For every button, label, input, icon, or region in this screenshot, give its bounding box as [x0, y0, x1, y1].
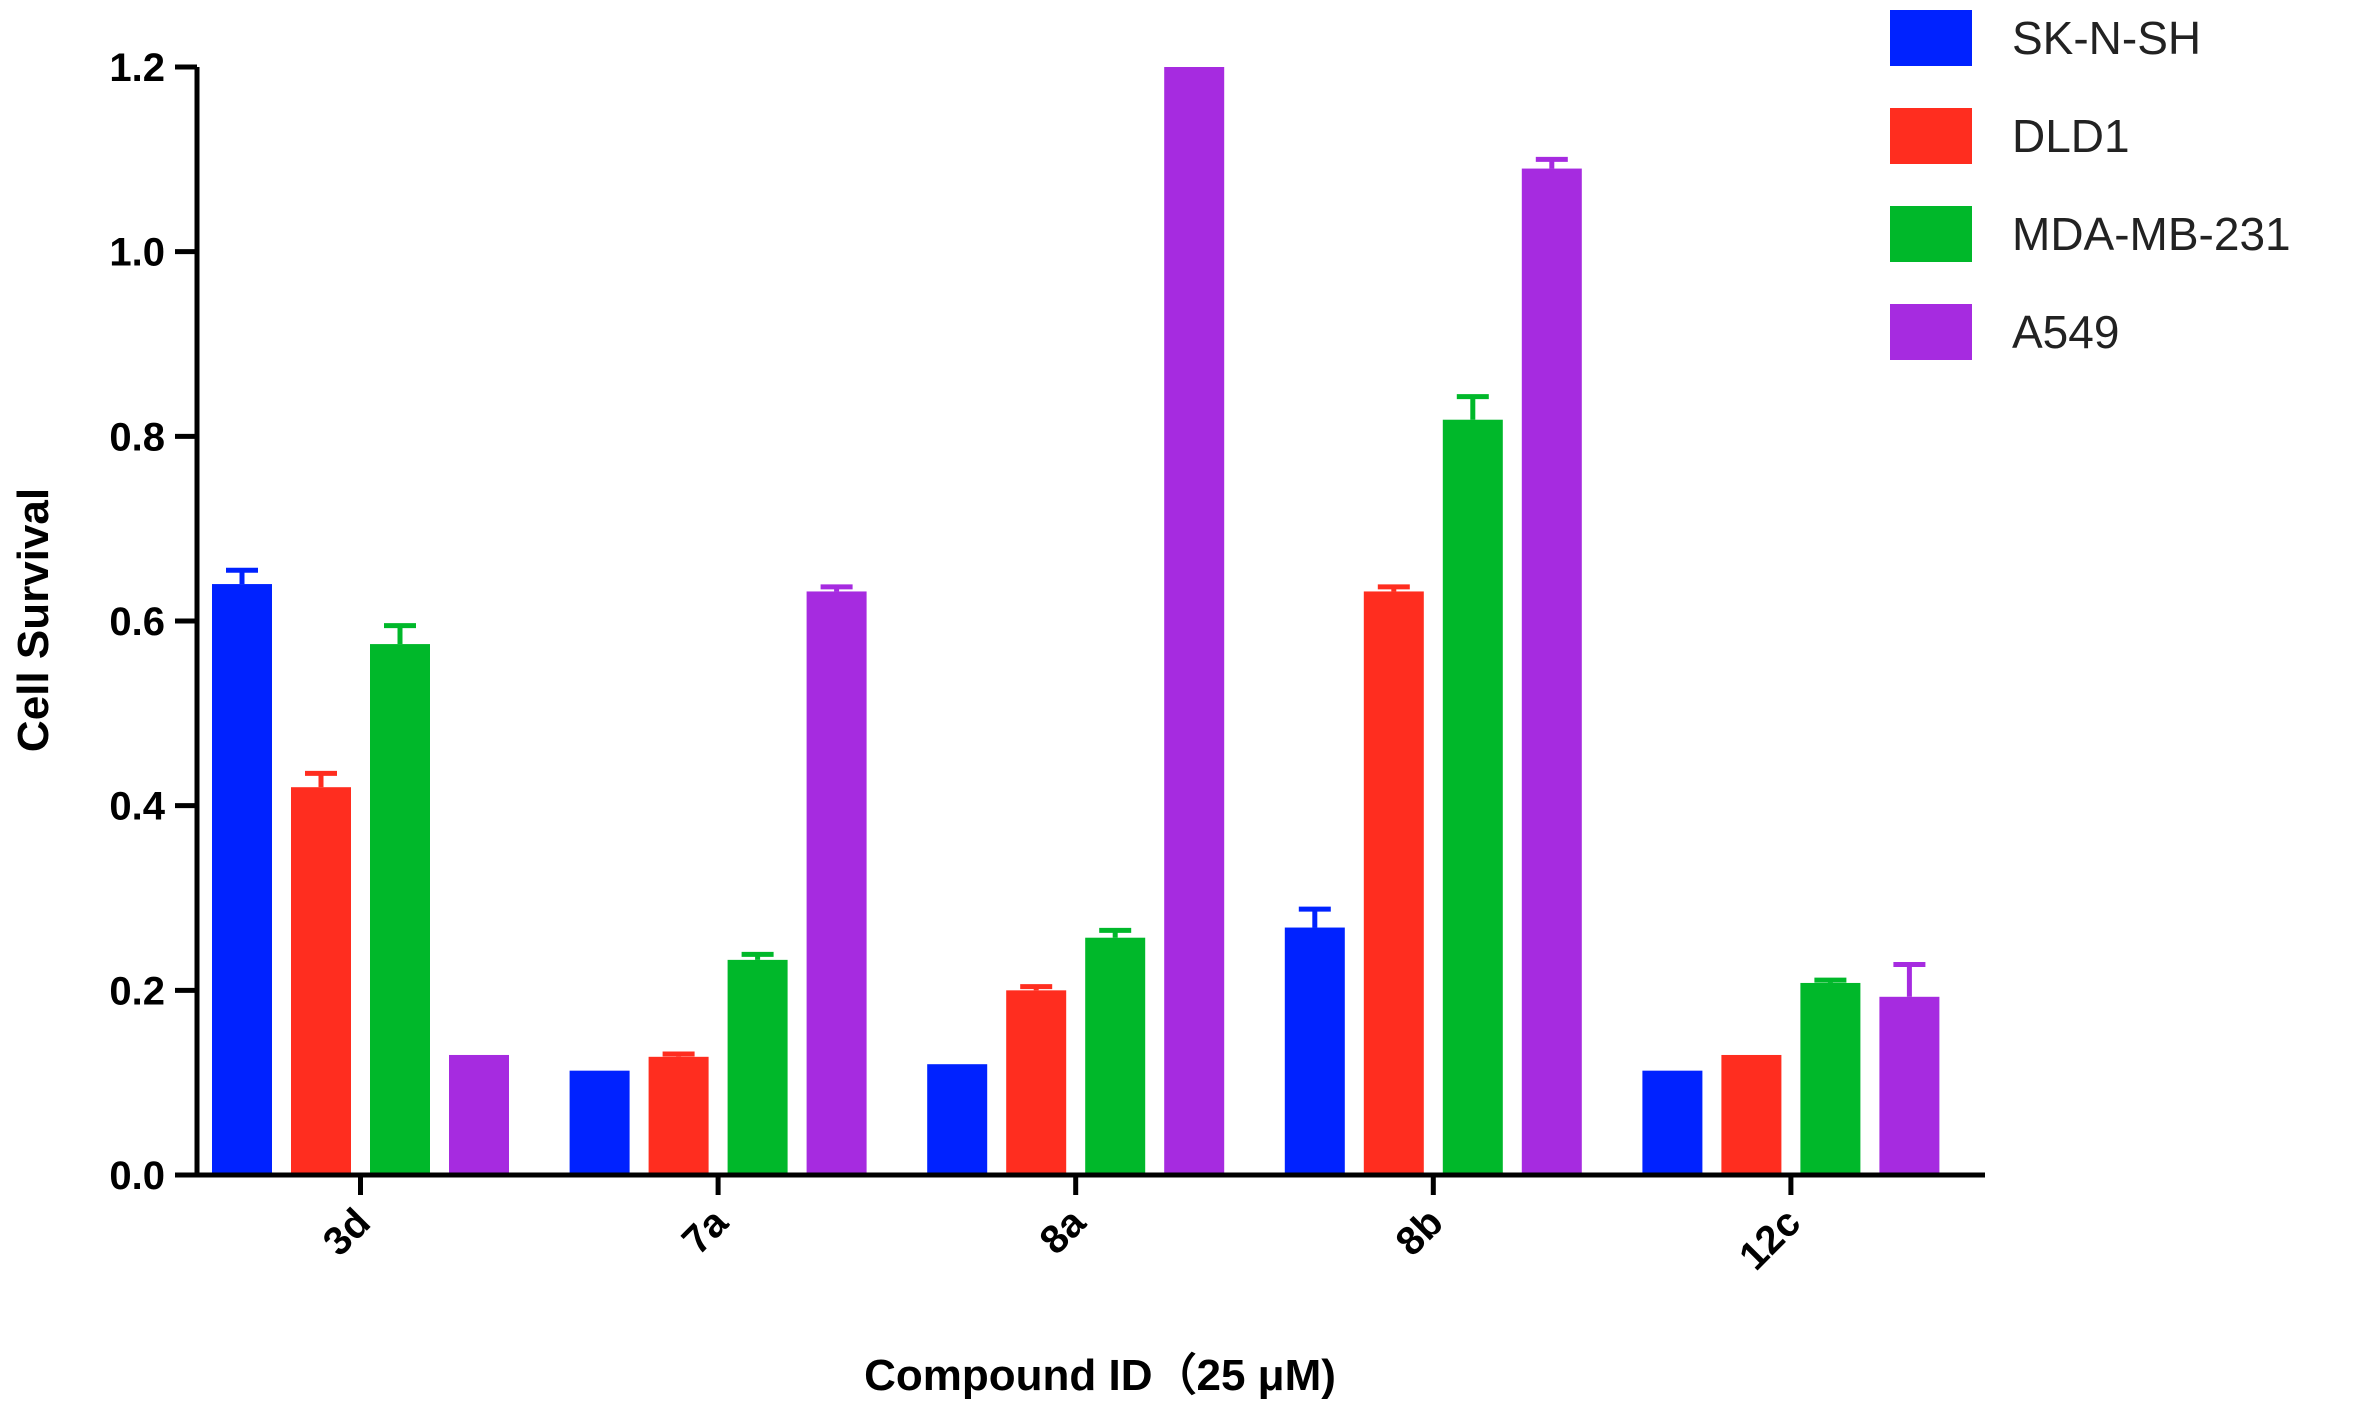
bar	[291, 787, 351, 1175]
y-tick-label: 1.0	[109, 231, 165, 275]
bar	[1521, 168, 1582, 1176]
y-tick-label: 1.2	[109, 46, 165, 90]
legend: SK-N-SH DLD1 MDA-MB-231 A549	[1890, 10, 2291, 360]
bar	[1642, 1070, 1703, 1175]
bar	[1284, 927, 1345, 1175]
legend-swatch	[1890, 10, 1972, 66]
legend-label: MDA-MB-231	[2012, 208, 2291, 260]
x-tick-label: 3d	[315, 1200, 379, 1264]
y-axis-title: Cell Survival	[9, 488, 58, 752]
legend-swatch	[1890, 206, 1972, 262]
y-axis: 0.0 0.2 0.4 0.6 0.8 1.0 1.2	[109, 46, 200, 1198]
x-tick-label: 7a	[674, 1200, 737, 1263]
bar	[1442, 419, 1503, 1175]
legend-label: A549	[2012, 306, 2119, 358]
bar	[1721, 1054, 1782, 1175]
bar	[1085, 937, 1146, 1175]
legend-label: SK-N-SH	[2012, 12, 2201, 64]
bar	[212, 584, 272, 1175]
legend-swatch	[1890, 304, 1972, 360]
y-tick-label: 0.2	[109, 969, 165, 1013]
bar	[806, 591, 867, 1175]
x-tick-label: 12c	[1731, 1200, 1809, 1278]
bar	[1164, 67, 1225, 1175]
x-tick-label: 8a	[1031, 1200, 1094, 1263]
bar	[1800, 982, 1861, 1175]
plot-area	[212, 67, 1940, 1176]
x-axis-title: Compound ID（25 μM)	[864, 1351, 1336, 1400]
bar	[727, 959, 788, 1175]
y-tick-label: 0.6	[109, 600, 165, 644]
x-tick-label: 8b	[1388, 1200, 1452, 1264]
bar	[1879, 996, 1940, 1175]
bar	[449, 1054, 509, 1175]
bar	[370, 644, 430, 1175]
bar	[927, 1064, 988, 1175]
bar	[569, 1070, 630, 1175]
bar	[1363, 591, 1424, 1175]
bar	[1006, 990, 1067, 1175]
y-tick-label: 0.8	[109, 415, 165, 459]
y-tick-label: 0.0	[109, 1154, 165, 1198]
x-axis: 3d 7a 8a 8b 12c	[195, 1172, 1985, 1279]
legend-label: DLD1	[2012, 110, 2130, 162]
legend-swatch	[1890, 108, 1972, 164]
y-tick-label: 0.4	[109, 785, 165, 829]
bar	[648, 1056, 709, 1175]
